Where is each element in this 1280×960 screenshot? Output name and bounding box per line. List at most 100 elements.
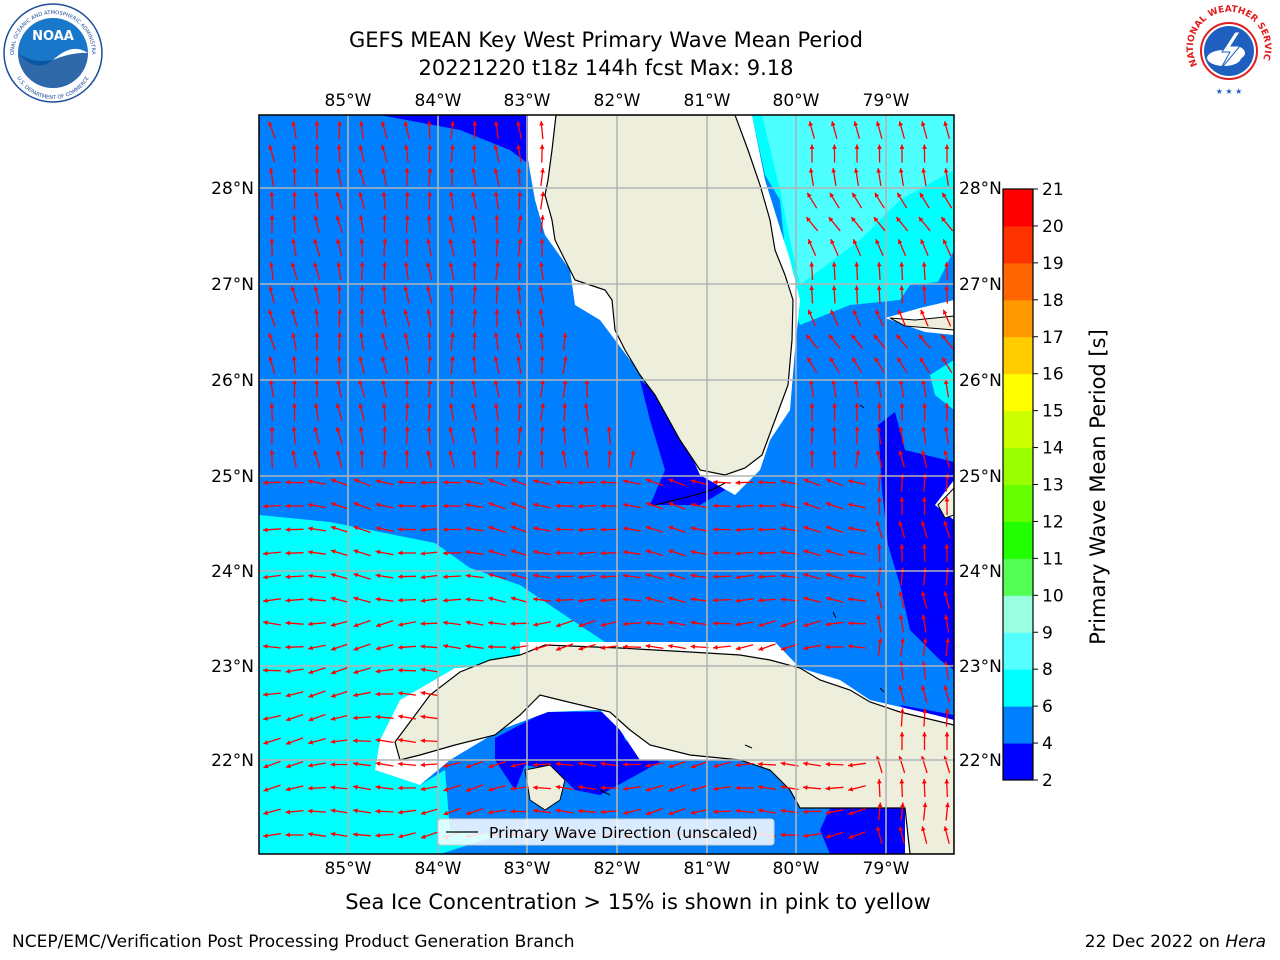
wave-arrow-head [404, 450, 410, 455]
wave-arrow-head [472, 285, 478, 291]
wave-arrow-head [375, 645, 381, 651]
wave-arrow-head [285, 480, 290, 485]
lat-label: 24°N [959, 562, 1002, 582]
wave-arrow-head [803, 596, 809, 602]
wave-arrow-head [942, 309, 948, 315]
wave-arrow-head [511, 525, 516, 531]
wave-arrow-head [516, 356, 522, 361]
wave-arrow-head [290, 309, 296, 315]
wave-arrow-head [290, 286, 296, 291]
wave-arrow-head [398, 691, 403, 696]
wave-arrow-head [269, 403, 275, 408]
wave-arrow-head [426, 450, 431, 455]
wave-arrow-head [561, 450, 567, 455]
wave-arrow-head [268, 144, 274, 150]
wave-arrow-head [380, 356, 386, 362]
colorbar-label: Primary Wave Mean Period [s] [1086, 329, 1110, 645]
wave-arrow-head [330, 622, 336, 627]
wave-arrow-head [758, 646, 764, 651]
colorbar-tick-label: 18 [1042, 291, 1064, 311]
wave-arrow-head [600, 550, 605, 556]
wave-arrow-head [807, 192, 812, 198]
wave-arrow-head [943, 614, 949, 620]
wave-arrow-head [330, 808, 336, 814]
wave-arrow-head [713, 479, 718, 485]
wave-arrow-head [735, 551, 741, 556]
map-frame [258, 114, 955, 855]
colorbar-segment [1003, 262, 1033, 301]
wave-arrow-head [263, 763, 269, 769]
wave-arrow-head [465, 597, 471, 602]
wave-arrow-head [404, 238, 410, 243]
wave-arrow-head [921, 168, 927, 173]
wave-arrow-head [314, 168, 320, 173]
wave-arrow-head [263, 716, 268, 721]
wave-arrow-head [291, 426, 297, 432]
wave-arrow-head [806, 334, 811, 340]
wave-arrow-head [808, 168, 814, 173]
wave-arrow-head [922, 708, 928, 714]
wave-arrow-head [314, 403, 319, 408]
wave-arrow-head [944, 426, 949, 432]
wave-arrow-head [830, 121, 836, 127]
lat-label: 27°N [959, 275, 1002, 295]
wave-arrow-head [495, 262, 500, 267]
wave-arrow-head [944, 497, 950, 502]
wave-arrow-head [848, 502, 853, 508]
wave-arrow-head [465, 550, 471, 555]
wave-arrow-head [308, 479, 313, 484]
wave-arrow-head [735, 808, 741, 814]
wave-arrow-head [420, 644, 426, 649]
wave-arrow-head [263, 692, 268, 697]
wave-arrow-head [488, 502, 494, 507]
wave-arrow-head [921, 285, 927, 290]
wave-arrow-head [517, 238, 523, 244]
wave-arrow-head [780, 502, 786, 508]
wave-arrow-head [623, 526, 628, 532]
wave-arrow-head [921, 544, 927, 549]
wave-arrow-head [398, 667, 403, 673]
lat-label: 25°N [211, 467, 254, 487]
wave-arrow-head [488, 809, 493, 815]
wave-arrow-head [398, 527, 403, 532]
wave-arrow-head [854, 426, 860, 431]
lon-label: 84°W [415, 91, 462, 111]
wave-arrow-head [645, 525, 651, 531]
wave-arrow-head [899, 285, 905, 290]
wave-arrow-head [533, 808, 538, 814]
wave-arrow-head [668, 596, 674, 602]
wave-arrow-head [420, 551, 426, 556]
wave-arrow-head [690, 479, 696, 484]
wave-arrow-head [921, 685, 926, 691]
wave-arrow-head [826, 502, 831, 507]
wave-arrow-head [450, 121, 455, 126]
wave-arrow-head [471, 238, 477, 244]
wave-arrow-head [291, 450, 296, 455]
wave-arrow-head [448, 450, 454, 456]
wave-arrow-head [944, 661, 949, 667]
wave-arrow-head [735, 503, 740, 509]
wave-arrow-head [381, 121, 386, 127]
wave-arrow-head [899, 732, 905, 737]
wave-arrow-head [690, 573, 696, 579]
wave-arrow-head [510, 596, 516, 602]
lat-label: 28°N [211, 179, 254, 199]
wave-arrow-head [308, 597, 313, 602]
wave-arrow-head [331, 669, 336, 675]
band-2-4-southeast [820, 808, 910, 854]
wave-arrow-head [285, 832, 290, 838]
wave-arrow-head [848, 762, 853, 768]
wave-arrow-head [540, 215, 545, 220]
wave-arrow-head [825, 596, 831, 602]
wave-arrow-head [876, 379, 882, 385]
wave-arrow-head [494, 191, 499, 197]
wave-arrow-head [944, 544, 950, 549]
wave-arrow-head [510, 809, 515, 814]
colorbar-tick-label: 4 [1042, 734, 1053, 754]
wave-arrow-head [825, 810, 831, 815]
wave-arrow-head [443, 574, 448, 580]
wave-arrow-head [874, 192, 880, 198]
wave-arrow-head [830, 239, 835, 245]
wave-arrow-head [269, 450, 275, 455]
wave-arrow-head [517, 403, 523, 408]
